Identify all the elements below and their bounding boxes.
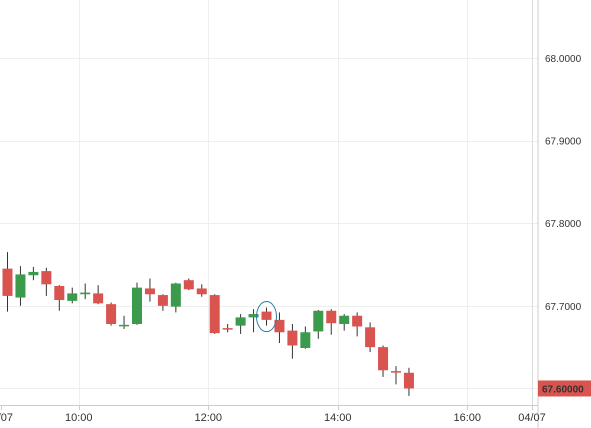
candle [119, 315, 130, 329]
time-tick-label: 10:00 [65, 412, 93, 424]
candle-body-up [248, 314, 259, 318]
candle [183, 278, 194, 291]
time-axis-labels: /07 10:00 12:00 14:00 16:00 04/07 [0, 405, 546, 424]
candle-body-down [157, 295, 168, 306]
candle [132, 282, 142, 325]
candle [28, 266, 39, 281]
time-tick-label: 16:00 [453, 412, 481, 424]
candle [41, 267, 52, 296]
candle [196, 284, 207, 297]
candle [248, 309, 259, 333]
candle [170, 282, 181, 313]
candle [339, 314, 350, 331]
time-tick-label: 12:00 [194, 412, 222, 424]
price-tick-label: 68.0000 [545, 54, 582, 65]
candle-body-up [119, 324, 130, 327]
grid-lines [0, 0, 538, 405]
candle [352, 312, 363, 337]
candle-body-down [209, 295, 220, 334]
candle-body-down [196, 288, 207, 295]
candle-body-up [80, 292, 91, 295]
candle [403, 367, 414, 396]
candle [106, 302, 117, 326]
candle [2, 252, 13, 312]
candle-body-down [106, 304, 117, 324]
candle [209, 294, 220, 334]
candle-body-up [67, 293, 78, 301]
candle-body-down [54, 285, 65, 301]
candle-body-down [378, 347, 389, 371]
time-tick-label: 04/07 [518, 412, 546, 424]
candle-body-up [313, 310, 324, 332]
price-tick-label: 67.9000 [545, 137, 582, 148]
time-tick-label: /07 [0, 412, 13, 424]
candle [287, 324, 298, 359]
candle [235, 314, 246, 334]
candle-body-down [41, 271, 52, 285]
last-price-label: 67.60000 [542, 384, 584, 395]
time-tick-label: 14:00 [324, 412, 352, 424]
highlight-ellipse [256, 300, 277, 333]
candle [261, 307, 272, 326]
candle-body-down [183, 280, 194, 290]
candle-body-down [2, 268, 13, 296]
candle [15, 266, 26, 306]
candle-body-up [339, 315, 350, 324]
candle-body-down [391, 371, 401, 373]
candle-body-up [235, 317, 246, 326]
candle [378, 345, 389, 377]
price-tick-label: 67.8000 [545, 219, 582, 230]
candle-body-down [326, 310, 337, 324]
candle-body-down [403, 372, 414, 389]
candle [80, 283, 91, 300]
candle [144, 278, 155, 302]
candle-body-down [352, 315, 363, 327]
candle-body-up [15, 274, 26, 298]
candle [93, 285, 104, 305]
candle-body-down [144, 288, 155, 295]
candle [300, 326, 311, 349]
price-axis-labels: 68.0000 67.9000 67.8000 67.7000 [545, 54, 582, 313]
candle-body-up [132, 287, 142, 324]
candle-body-up [300, 332, 311, 348]
last-price-tag: 67.60000 [538, 380, 591, 397]
candle-body-down [287, 330, 298, 346]
candle [157, 294, 168, 311]
candles [2, 252, 414, 396]
candle [313, 309, 324, 339]
candle [222, 324, 233, 333]
candle [326, 309, 337, 335]
candle-body-down [222, 328, 233, 330]
candle [67, 287, 78, 304]
candle-body-down [274, 319, 285, 333]
candle-body-up [170, 283, 181, 307]
candle-body-down [93, 293, 104, 304]
price-tick-label: 67.7000 [545, 302, 582, 313]
candle [365, 322, 376, 353]
candle-body-down [261, 311, 272, 320]
candle [54, 285, 65, 311]
candle [391, 366, 401, 385]
last-price-tag-background [538, 380, 591, 397]
candle-body-down [365, 327, 376, 348]
candle [274, 312, 285, 344]
candle-body-up [28, 271, 39, 276]
